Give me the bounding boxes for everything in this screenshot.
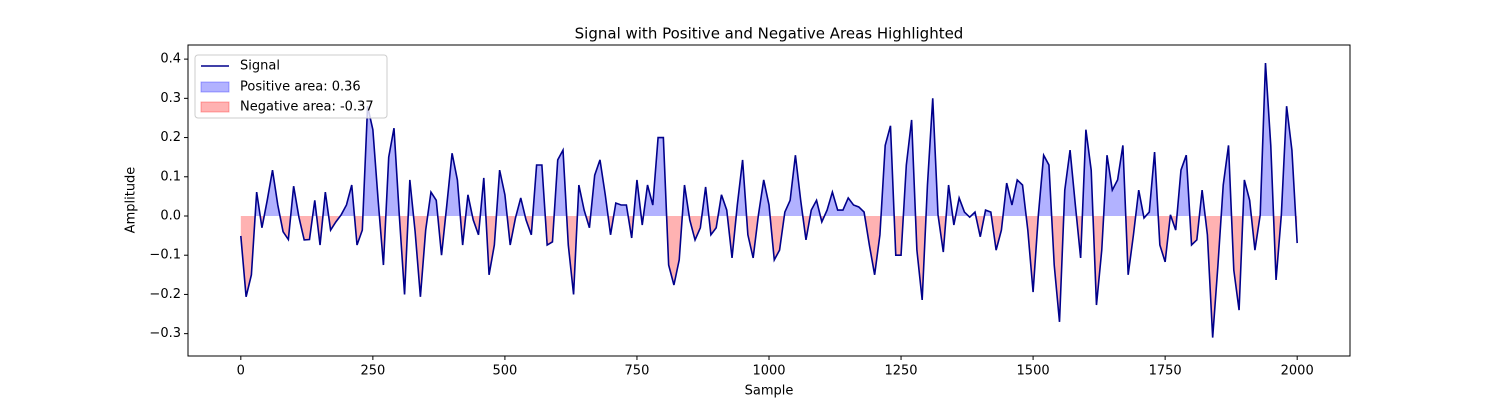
x-axis-label: Sample bbox=[745, 384, 794, 399]
x-tick-label: 1000 bbox=[752, 364, 785, 379]
legend-label: Negative area: -0.37 bbox=[240, 100, 374, 115]
y-axis-label: Amplitude bbox=[124, 167, 139, 234]
x-tick-label: 1250 bbox=[884, 364, 917, 379]
y-tick-label: 0.1 bbox=[160, 169, 181, 184]
legend-patch bbox=[200, 101, 230, 113]
legend-label: Signal bbox=[240, 59, 280, 74]
legend-box bbox=[194, 54, 388, 119]
chart-title: Signal with Positive and Negative Areas … bbox=[575, 25, 964, 43]
y-tick-label: −0.3 bbox=[149, 326, 181, 341]
y-tick-label: 0.0 bbox=[160, 208, 181, 223]
y-tick-label: −0.1 bbox=[149, 248, 181, 263]
x-tick-label: 1750 bbox=[1149, 364, 1182, 379]
x-tick-label: 250 bbox=[360, 364, 385, 379]
legend-patch bbox=[200, 81, 230, 93]
x-tick-label: 500 bbox=[492, 364, 517, 379]
signal-line bbox=[240, 62, 1298, 338]
y-tick-label: 0.2 bbox=[160, 130, 181, 145]
x-tick-label: 750 bbox=[625, 364, 650, 379]
y-tick-label: 0.3 bbox=[160, 91, 181, 106]
y-tick-label: −0.2 bbox=[149, 287, 181, 302]
legend-label: Positive area: 0.36 bbox=[240, 80, 361, 95]
area-fill bbox=[240, 215, 1298, 338]
y-tick-label: 0.4 bbox=[160, 52, 181, 67]
x-tick-label: 1500 bbox=[1017, 364, 1050, 379]
x-tick-label: 2000 bbox=[1281, 364, 1314, 379]
x-tick-label: 0 bbox=[237, 364, 245, 379]
